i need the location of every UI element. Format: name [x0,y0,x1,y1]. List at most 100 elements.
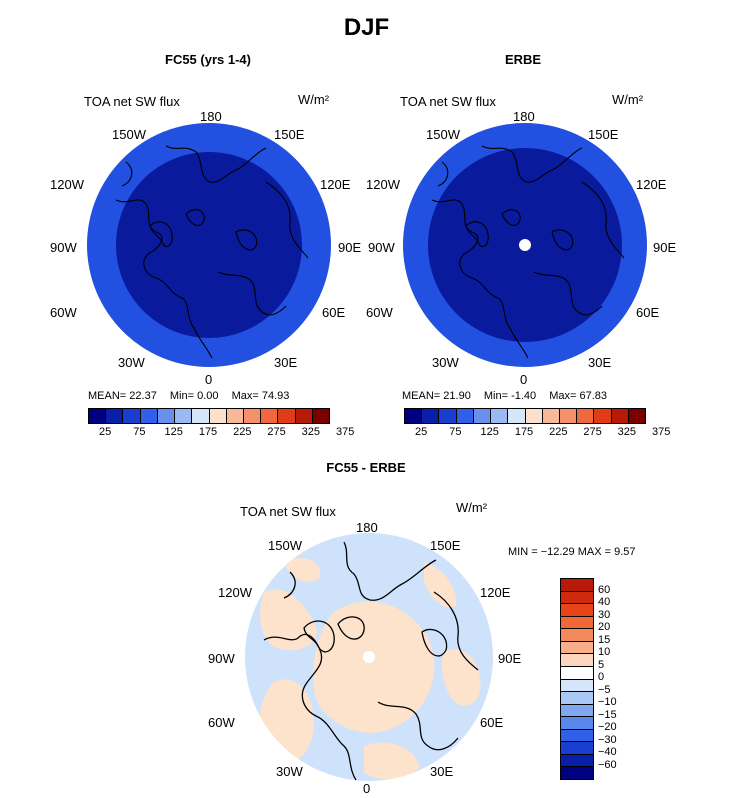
panel2-title: ERBE [504,52,542,67]
colorbar-tick-label: 0 [598,671,605,683]
panel1-mean-value: 22.37 [129,390,157,402]
colorbar-tick-label: 30 [598,608,611,621]
panel2-missing-pole [519,239,531,251]
colorbar-swatch [192,409,210,423]
colorbar-swatch [278,409,296,423]
colorbar-tick-label: −30 [598,733,617,746]
colorbar-tick-label: −10 [598,696,617,708]
panel1-lon-180: 180 [200,109,222,124]
panel2-mean-value: 21.90 [443,390,471,402]
colorbar-swatch [561,729,593,743]
diff-colorbar [560,578,594,780]
colorbar-swatch [542,409,560,423]
colorbar-tick-label: 375 [651,426,671,438]
diff-lon-60e: 60E [480,715,504,730]
panel1-lon-150w: 150W [112,127,146,142]
colorbar-swatch [561,591,593,605]
panel2-colorbar-ticks: 25 75 125 175 225 275 325 375 [404,426,670,440]
panel1-min-value: 0.00 [197,390,219,402]
colorbar-tick-label: 275 [583,426,602,438]
panel2-lon-90w: 90W [368,240,395,255]
colorbar-tick-label: 375 [335,426,355,438]
diff-colorbar-ticks: 60 40 30 20 15 10 5 0 −5 −10 −15 −20 −30 −40 −60 [598,578,638,778]
colorbar-swatch [525,409,543,423]
colorbar-tick-label: 15 [598,633,611,646]
diff-lon-150w: 150W [268,538,302,553]
panel1-var-label: TOA net SW flux [84,94,180,109]
panel2-lon-30e: 30E [588,355,612,370]
panel2-mean-label: MEAN= [402,390,441,402]
panel2-lon-150e: 150E [588,127,619,142]
colorbar-swatch [561,679,593,693]
colorbar-tick-label: −20 [598,721,617,733]
panel2-lon-0: 0 [520,372,528,387]
colorbar-swatch [243,409,262,423]
diff-lon-60w: 60W [208,715,235,730]
panel1-colorbar-ticks: 25 75 125 175 225 275 325 375 [88,426,354,440]
diff-polar-map [245,533,493,781]
colorbar-tick-label: 325 [301,426,321,438]
panel2-polar-map [403,123,647,367]
panel2-lon-60e: 60E [636,305,660,320]
panel2-max-value: 67.83 [579,390,608,402]
colorbar-swatch [157,409,176,423]
panel2-lon-120e: 120E [636,177,667,192]
panel1-lon-60e: 60E [322,305,346,320]
panel1-lon-30e: 30E [274,355,298,370]
panel1-colorbar [88,408,330,424]
panel1-lon-150e: 150E [274,127,305,142]
panel1-max-value: 74.93 [261,390,290,402]
diff-panel-title: FC55 - ERBE [326,460,406,475]
colorbar-tick-label: 225 [549,426,568,438]
colorbar-swatch [561,579,593,592]
colorbar-tick-label: 175 [198,426,218,438]
diff-missing-pole [363,651,375,663]
colorbar-tick-label: 125 [480,426,499,438]
panel1-units: W/m² [298,92,330,107]
colorbar-tick-label: 60 [598,583,611,596]
panel1-max-label: Max= [231,390,259,402]
colorbar-swatch [405,409,423,423]
diff-units: W/m² [456,500,488,515]
colorbar-swatch [561,742,593,755]
panel2-var-label: TOA net SW flux [400,94,496,109]
panel1-lon-60w: 60W [50,305,77,320]
panel1-polar-map [87,123,331,367]
colorbar-tick-label: 125 [164,426,183,438]
panel1-lon-120w: 120W [50,177,84,192]
diff-lon-30w: 30W [276,764,303,779]
colorbar-swatch [106,409,124,423]
colorbar-swatch [295,409,313,423]
colorbar-swatch [422,409,440,423]
diff-lon-150e: 150E [430,538,461,553]
colorbar-swatch [140,409,158,423]
colorbar-tick-label: −40 [598,746,617,758]
panel2-lon-150w: 150W [426,127,460,142]
colorbar-swatch [312,409,330,423]
diff-lon-90e: 90E [498,651,522,666]
colorbar-swatch [561,692,593,705]
diff-lon-180: 180 [356,520,378,535]
diff-minmax: MIN = −12.29 MAX = 9.57 [508,546,636,558]
colorbar-swatch [577,409,595,423]
colorbar-swatch [209,409,227,423]
colorbar-swatch [559,409,578,423]
colorbar-tick-label: 25 [415,426,428,438]
panel2-coastlines [431,145,625,359]
colorbar-swatch [508,409,526,423]
colorbar-swatch [561,641,593,655]
colorbar-swatch [473,409,492,423]
panel1-min-label: Min= [169,390,195,402]
diff-lon-120e: 120E [480,585,511,600]
panel2-lon-90e: 90E [653,240,677,255]
colorbar-tick-label: 20 [598,621,611,633]
colorbar-tick-label: 75 [133,426,146,438]
colorbar-swatch [628,409,646,423]
panel2-lon-180: 180 [513,109,535,124]
colorbar-swatch [561,604,593,617]
colorbar-swatch [491,409,509,423]
colorbar-tick-label: 275 [267,426,286,438]
colorbar-tick-label: −5 [598,683,611,696]
panel1-lon-30w: 30W [118,355,145,370]
diff-var-label: TOA net SW flux [240,504,336,519]
